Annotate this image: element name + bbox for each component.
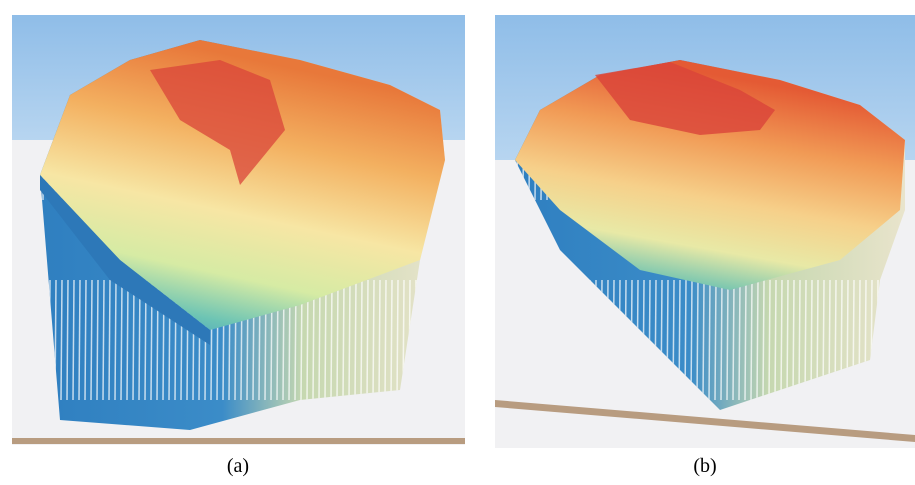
panel-a-image [12, 15, 465, 445]
figure-art [0, 0, 915, 485]
panel-label: (a) [208, 455, 268, 478]
panel-label: (b) [675, 455, 735, 478]
figure: (a) (b) [0, 0, 915, 485]
panel-b-image [495, 15, 915, 448]
